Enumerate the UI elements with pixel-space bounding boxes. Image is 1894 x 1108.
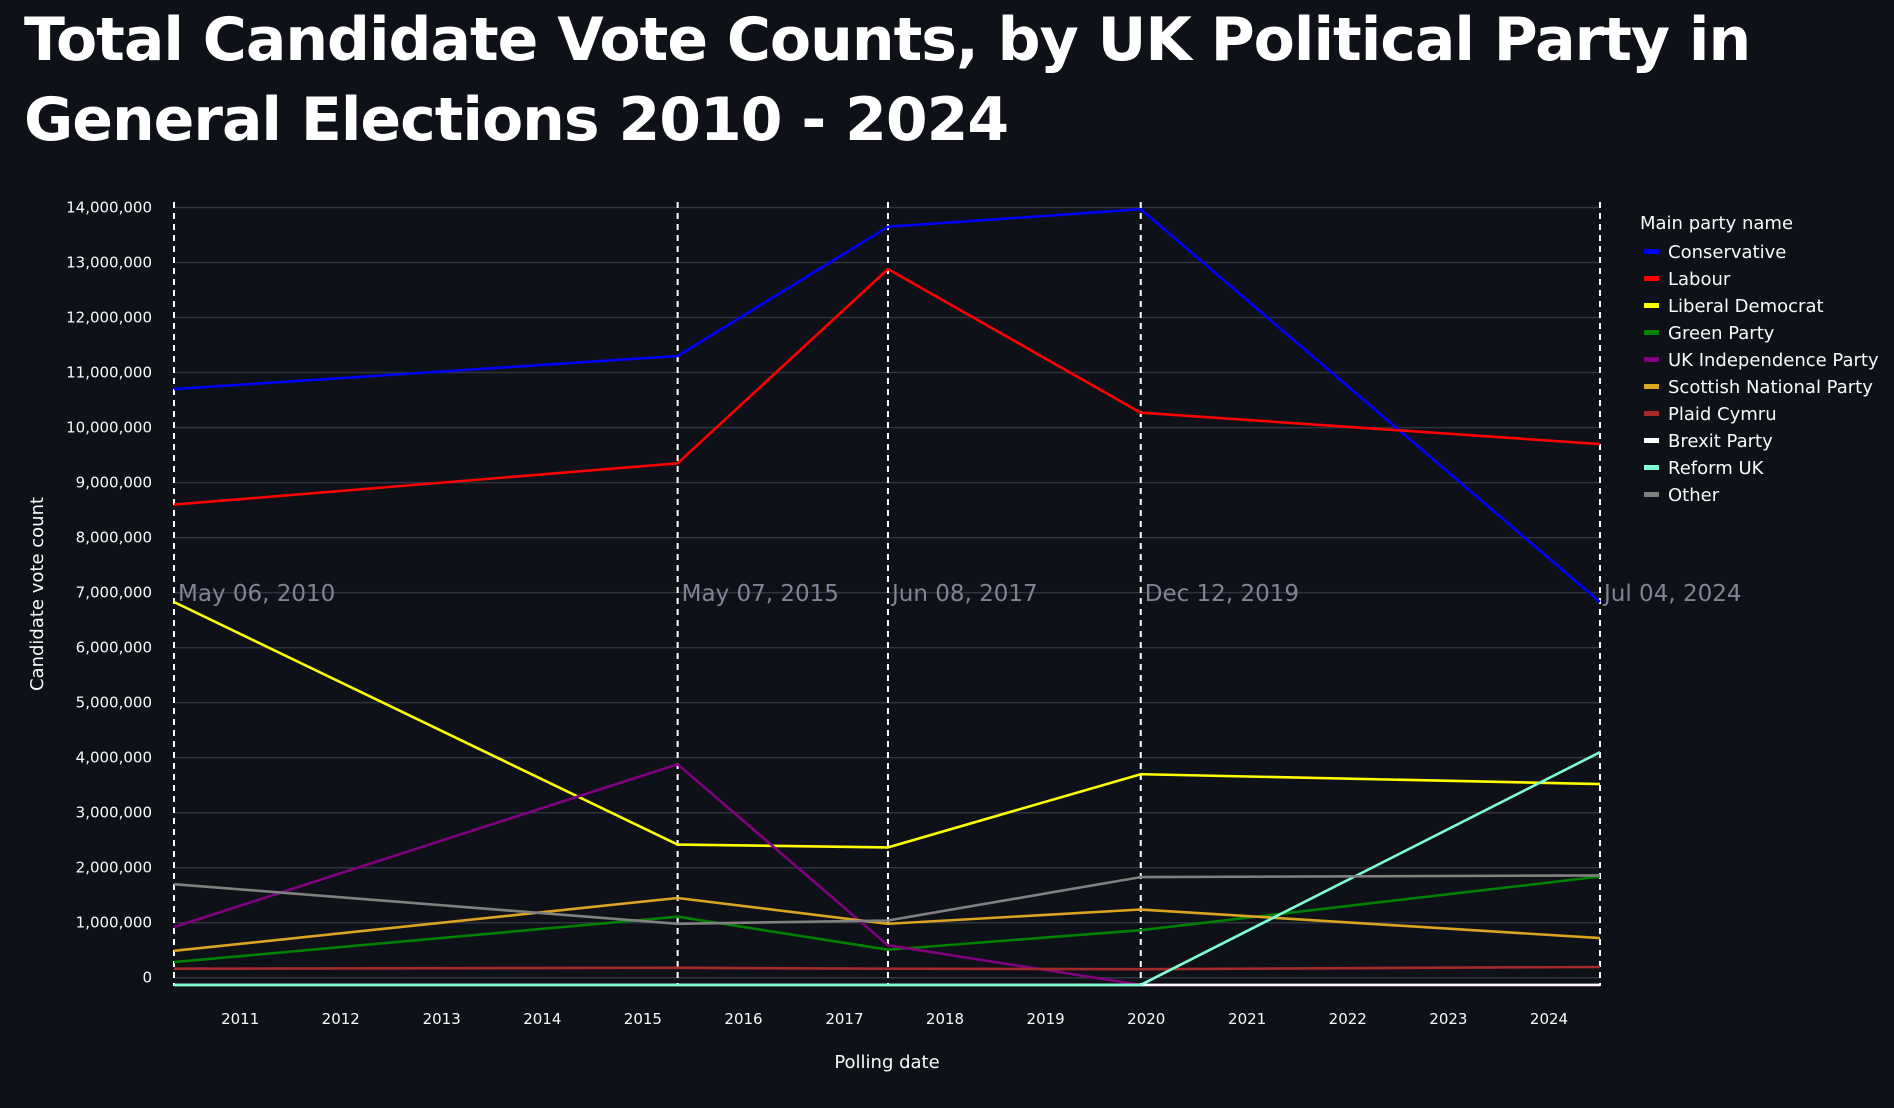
legend-swatch: [1644, 384, 1659, 389]
legend-label: Brexit Party: [1668, 431, 1773, 452]
legend-label: Scottish National Party: [1668, 377, 1873, 398]
legend-item-plaid-cymru[interactable]: Plaid Cymru: [1644, 404, 1777, 425]
y-tick-label: 14,000,000: [66, 199, 152, 217]
x-tick-label: 2017: [825, 1010, 863, 1028]
x-tick-label: 2019: [1027, 1010, 1065, 1028]
y-tick-label: 10,000,000: [66, 419, 152, 437]
x-tick-label: 2022: [1329, 1010, 1367, 1028]
y-tick-label: 9,000,000: [76, 474, 152, 492]
y-axis-title: Candidate vote count: [27, 497, 48, 691]
x-tick-label: 2011: [221, 1010, 259, 1028]
legend-label: Liberal Democrat: [1668, 296, 1824, 317]
y-tick-label: 3,000,000: [76, 804, 152, 822]
election-date-label: Jun 08, 2017: [890, 581, 1038, 607]
legend-item-other[interactable]: Other: [1644, 485, 1720, 506]
series-line-reform-uk: [174, 751, 1601, 987]
legend-swatch: [1644, 276, 1659, 281]
legend-swatch: [1644, 492, 1659, 497]
y-tick-label: 0: [142, 969, 152, 987]
legend-swatch: [1644, 330, 1659, 335]
legend-label: UK Independence Party: [1668, 350, 1879, 371]
election-date-label: May 07, 2015: [682, 581, 839, 607]
y-tick-label: 1,000,000: [76, 914, 152, 932]
y-tick-label: 13,000,000: [66, 254, 152, 272]
x-tick-label: 2015: [624, 1010, 662, 1028]
series-line-plaid-cymru: [173, 965, 1601, 971]
y-tick-label: 11,000,000: [66, 364, 152, 382]
axes: 0 1,000,000 2,000,000 3,000,000 4,000,000 5,0…: [27, 199, 1568, 1073]
legend-swatch: [1644, 438, 1659, 443]
election-date-label: Dec 12, 2019: [1145, 581, 1299, 607]
legend-label: Plaid Cymru: [1668, 404, 1777, 425]
legend-title: Main party name: [1640, 213, 1793, 234]
x-tick-label: 2021: [1228, 1010, 1266, 1028]
legend-item-labour[interactable]: Labour: [1644, 269, 1731, 290]
y-tick-label: 4,000,000: [76, 749, 152, 767]
y-tick-label: 12,000,000: [66, 309, 152, 327]
x-axis-title: Polling date: [834, 1052, 939, 1073]
legend-item-green-party[interactable]: Green Party: [1644, 323, 1775, 344]
legend-swatch: [1644, 357, 1659, 362]
legend-item-reform-uk[interactable]: Reform UK: [1644, 458, 1765, 479]
series-line-other: [173, 874, 1601, 926]
series-line-conservative: [173, 207, 1601, 603]
series-line-green-party: [173, 875, 1601, 964]
x-tick-label: 2016: [724, 1010, 762, 1028]
y-tick-label: 5,000,000: [76, 694, 152, 712]
legend-swatch: [1644, 303, 1659, 308]
x-tick-label: 2023: [1429, 1010, 1467, 1028]
legend-label: Conservative: [1668, 242, 1786, 263]
legend-label: Reform UK: [1668, 458, 1765, 479]
legend-item-conservative[interactable]: Conservative: [1644, 242, 1786, 263]
x-tick-label: 2013: [423, 1010, 461, 1028]
x-tick-label: 2024: [1530, 1010, 1568, 1028]
chart-title: Total Candidate Vote Counts, by UK Polit…: [24, 5, 1751, 155]
legend-item-scottish-national-party[interactable]: Scottish National Party: [1644, 377, 1873, 398]
y-tick-label: 2,000,000: [76, 859, 152, 877]
series-line-liberal-democrat: [173, 600, 1601, 849]
series-lines: [173, 207, 1601, 987]
legend-item-uk-independence-party[interactable]: UK Independence Party: [1644, 350, 1879, 371]
y-tick-label: 7,000,000: [76, 584, 152, 602]
legend-label: Other: [1668, 485, 1720, 506]
legend-item-liberal-democrat[interactable]: Liberal Democrat: [1644, 296, 1824, 317]
legend[interactable]: Main party name Conservative Labour Liberal…: [1640, 213, 1879, 506]
election-date-label: May 06, 2010: [178, 581, 335, 607]
legend-swatch: [1644, 249, 1659, 254]
legend-label: Green Party: [1668, 323, 1775, 344]
series-line-labour: [173, 267, 1601, 506]
y-tick-label: 8,000,000: [76, 529, 152, 547]
x-tick-label: 2012: [322, 1010, 360, 1028]
x-tick-label: 2014: [523, 1010, 561, 1028]
y-tick-label: 6,000,000: [76, 639, 152, 657]
election-date-label: Jul 04, 2024: [1602, 581, 1741, 607]
series-line-scottish-national-party: [173, 896, 1601, 953]
legend-swatch: [1644, 465, 1659, 470]
election-markers: May 06, 2010 May 07, 2015 Jun 08, 2017 Dec …: [173, 202, 1741, 986]
x-tick-label: 2018: [926, 1010, 964, 1028]
legend-item-brexit-party[interactable]: Brexit Party: [1644, 431, 1773, 452]
legend-swatch: [1644, 411, 1659, 416]
x-tick-label: 2020: [1127, 1010, 1165, 1028]
legend-label: Labour: [1668, 269, 1731, 290]
